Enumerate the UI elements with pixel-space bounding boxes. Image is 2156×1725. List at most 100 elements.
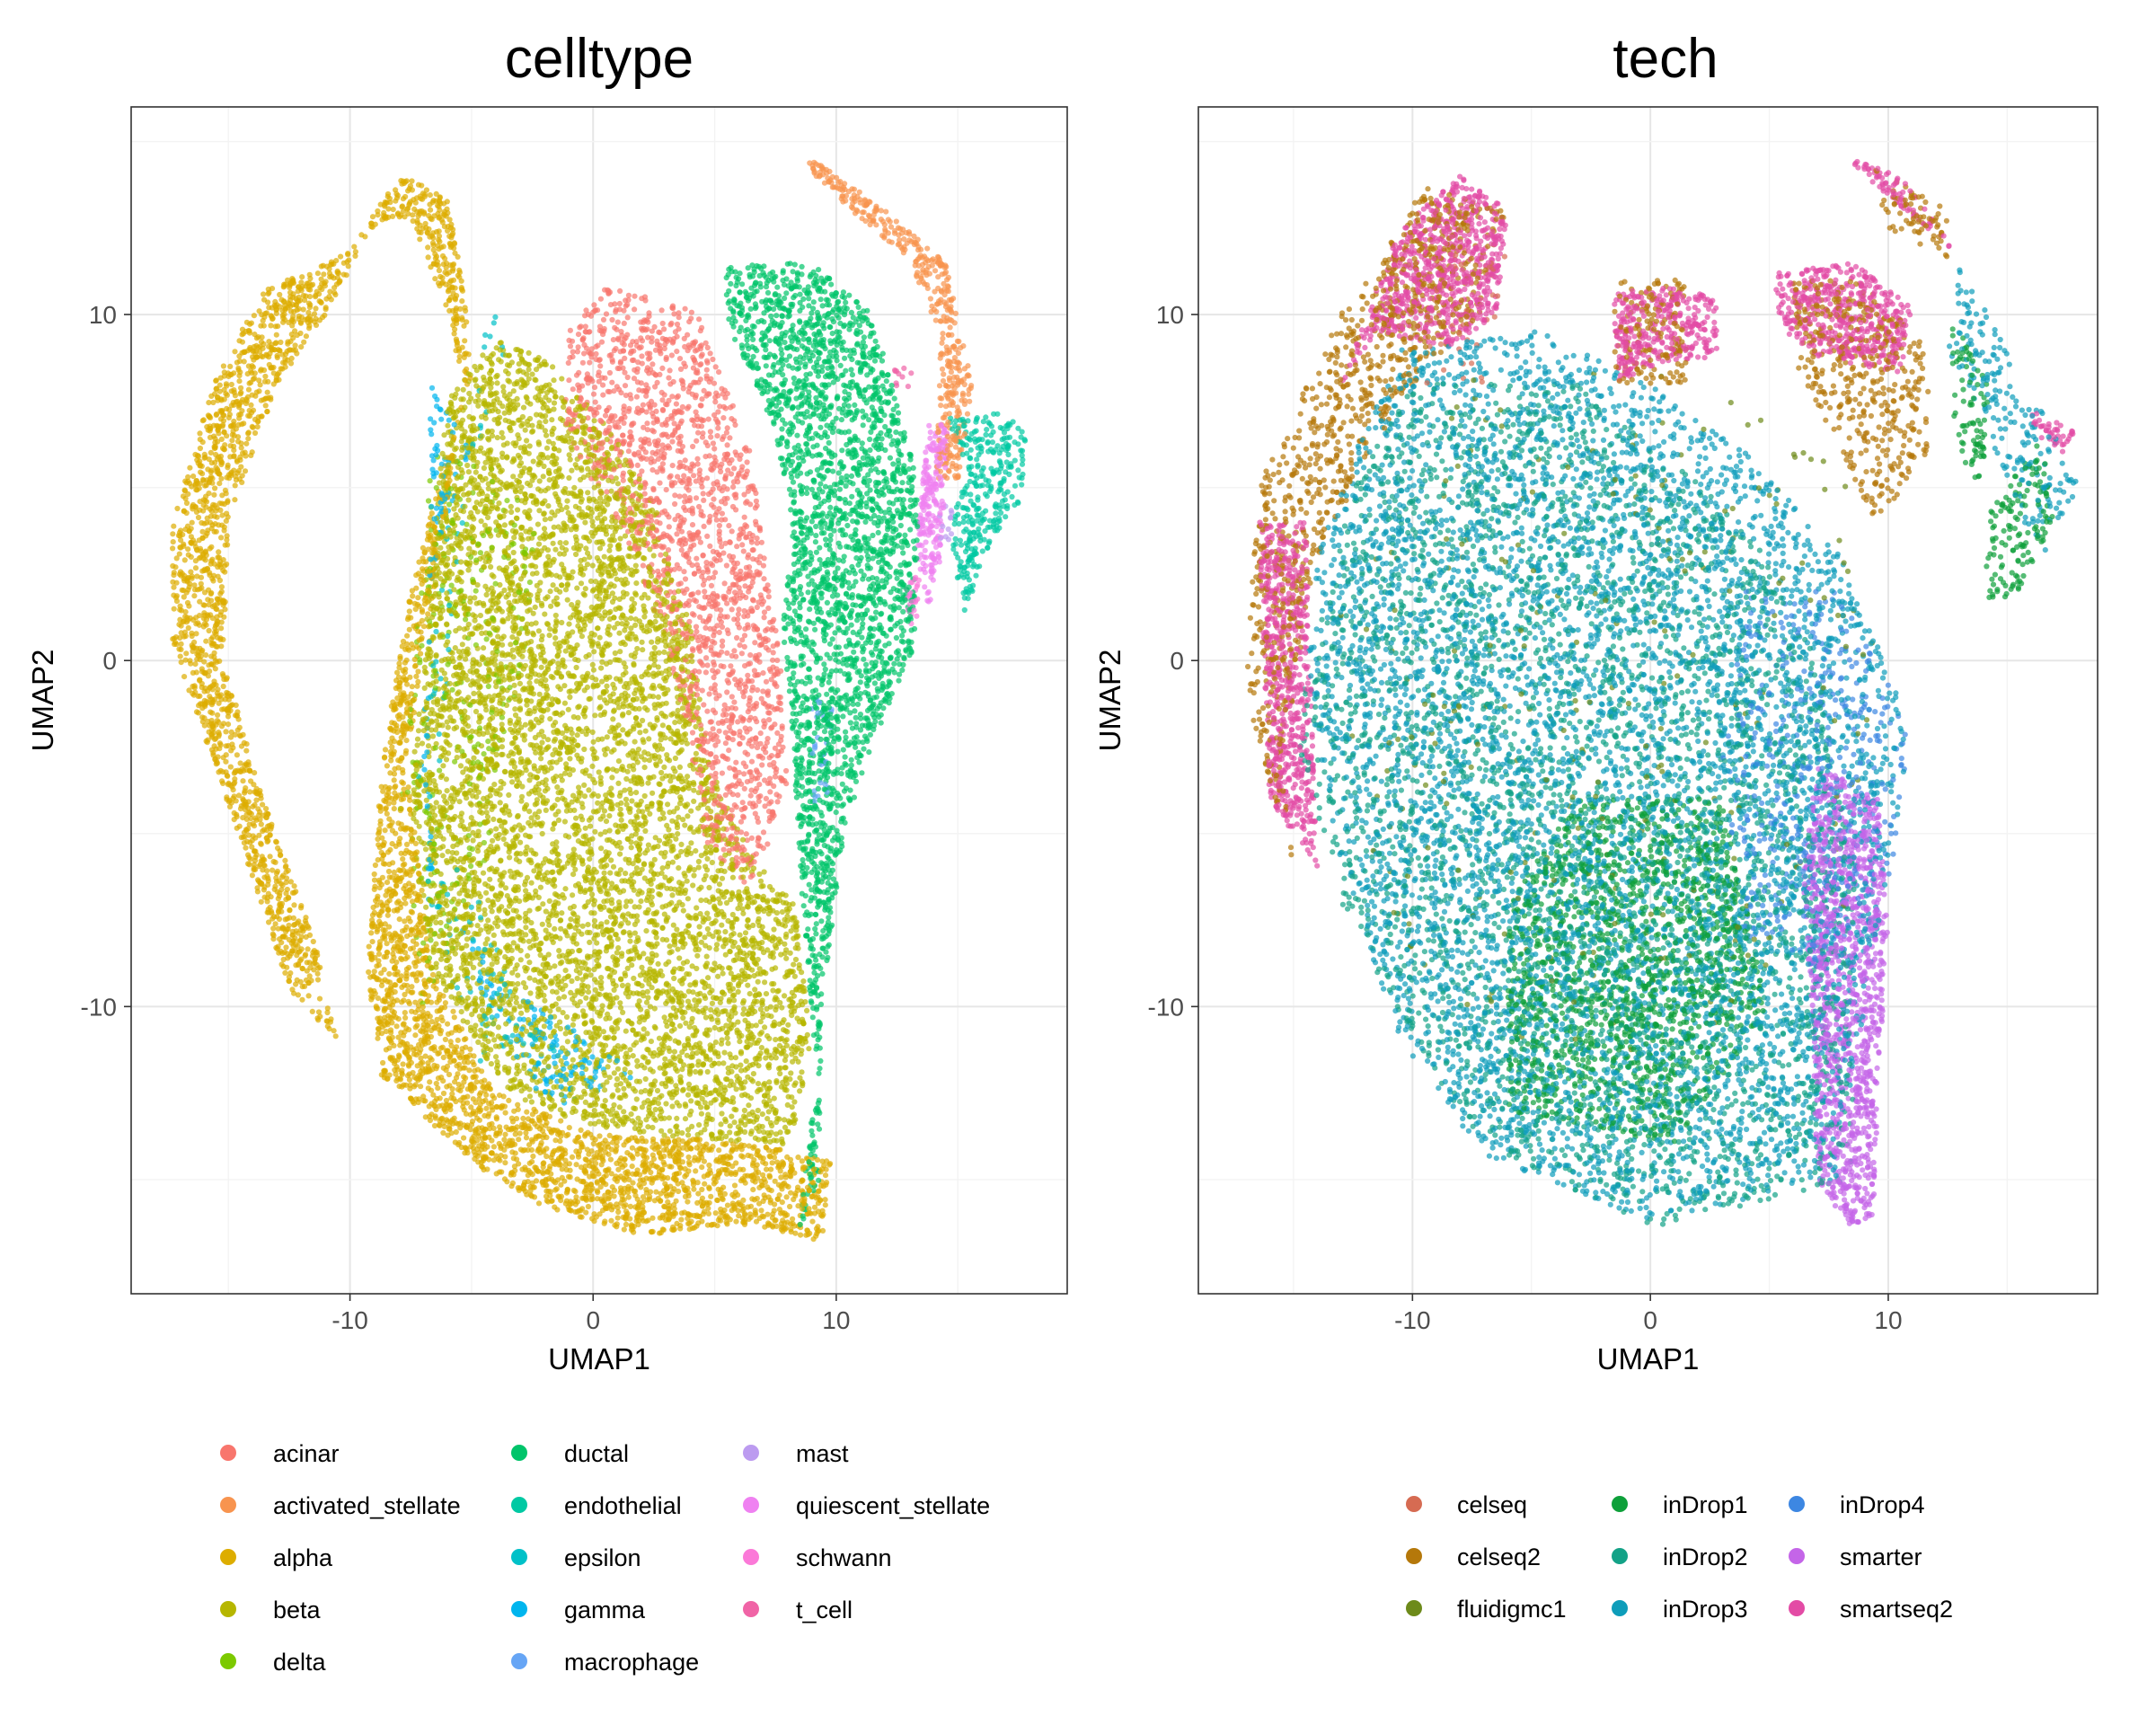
point-activated-stellate xyxy=(940,377,947,385)
point-alpha xyxy=(450,323,456,329)
point-alpha xyxy=(298,344,305,350)
point-beta xyxy=(762,979,768,986)
point-beta xyxy=(481,645,487,651)
point-delta xyxy=(464,521,470,527)
point-alpha xyxy=(724,1202,731,1208)
point-beta xyxy=(588,815,595,821)
point-beta xyxy=(543,445,551,451)
point-beta xyxy=(496,500,502,507)
point-beta xyxy=(782,1053,789,1059)
point-beta xyxy=(704,910,711,916)
point-alpha xyxy=(287,879,294,885)
point-acinar xyxy=(672,492,678,499)
point-beta xyxy=(495,462,501,468)
point-endothelial xyxy=(979,510,986,517)
point-alpha xyxy=(790,1216,796,1222)
point-beta xyxy=(613,475,619,482)
point-alpha xyxy=(499,1169,505,1175)
point-delta xyxy=(521,563,528,570)
point-alpha xyxy=(182,657,189,663)
point-t-cell xyxy=(908,370,915,376)
point-ductal xyxy=(786,688,793,694)
point-acinar xyxy=(754,535,760,542)
point-beta xyxy=(729,911,736,918)
point-ductal xyxy=(818,681,826,688)
point-beta xyxy=(526,680,533,686)
point-acinar xyxy=(748,758,755,765)
point-acinar xyxy=(704,708,711,714)
point-beta xyxy=(666,1115,673,1121)
point-beta xyxy=(686,826,694,832)
point-activated-stellate xyxy=(807,160,813,166)
point-beta xyxy=(604,734,610,740)
point-beta xyxy=(735,988,741,995)
point-beta xyxy=(608,488,614,494)
point-beta xyxy=(685,1132,692,1138)
point-beta xyxy=(524,438,530,444)
point-ductal xyxy=(838,417,845,423)
point-beta xyxy=(623,903,629,909)
point-beta xyxy=(599,736,605,742)
point-beta xyxy=(482,459,489,465)
point-beta xyxy=(791,973,799,979)
point-beta xyxy=(578,580,585,587)
point-beta xyxy=(510,549,517,556)
point-acinar xyxy=(720,663,727,670)
point-alpha xyxy=(202,482,208,489)
point-alpha xyxy=(189,519,195,526)
point-beta xyxy=(709,859,715,866)
point-ductal xyxy=(835,748,841,755)
point-beta xyxy=(633,1031,640,1037)
point-acinar xyxy=(696,503,702,510)
point-endothelial xyxy=(994,411,1001,417)
point-beta xyxy=(442,798,448,804)
point-alpha xyxy=(185,624,191,632)
point-beta xyxy=(667,943,673,950)
point-beta xyxy=(517,532,525,538)
point-acinar xyxy=(611,388,617,394)
point-beta xyxy=(519,536,526,543)
point-beta xyxy=(620,509,626,516)
point-beta xyxy=(574,975,580,982)
point-beta xyxy=(743,1058,749,1065)
point-beta xyxy=(614,1066,622,1072)
point-acinar xyxy=(751,668,758,674)
point-beta xyxy=(618,817,624,823)
point-beta xyxy=(485,514,491,521)
point-alpha xyxy=(171,523,177,529)
point-beta xyxy=(550,364,556,370)
point-beta xyxy=(728,970,734,977)
point-alpha xyxy=(431,1122,438,1129)
point-beta xyxy=(696,924,702,930)
point-beta xyxy=(469,728,475,735)
point-alpha xyxy=(211,650,217,656)
point-beta xyxy=(587,856,593,862)
point-beta xyxy=(614,1025,621,1031)
point-acinar xyxy=(600,392,606,398)
point-beta xyxy=(771,926,777,933)
point-acinar xyxy=(772,774,779,780)
point-beta xyxy=(471,755,477,761)
point-alpha xyxy=(275,323,281,330)
point-ductal xyxy=(783,290,790,296)
point-beta xyxy=(693,848,699,854)
point-beta xyxy=(710,894,716,900)
point-beta xyxy=(633,790,640,796)
point-beta xyxy=(574,732,580,739)
point-alpha xyxy=(178,659,184,666)
point-beta xyxy=(800,1002,806,1008)
point-beta xyxy=(583,1030,589,1036)
point-beta xyxy=(541,463,547,470)
point-acinar xyxy=(758,695,764,702)
point-alpha xyxy=(352,249,358,255)
point-alpha xyxy=(406,608,412,615)
point-beta xyxy=(745,982,751,988)
point-ductal xyxy=(849,372,856,378)
point-ductal xyxy=(763,363,769,369)
point-ductal xyxy=(891,395,897,402)
point-alpha xyxy=(402,1010,408,1016)
point-acinar xyxy=(694,438,700,444)
point-ductal xyxy=(817,296,824,303)
point-endothelial xyxy=(1021,438,1029,444)
point-alpha xyxy=(578,1127,584,1133)
